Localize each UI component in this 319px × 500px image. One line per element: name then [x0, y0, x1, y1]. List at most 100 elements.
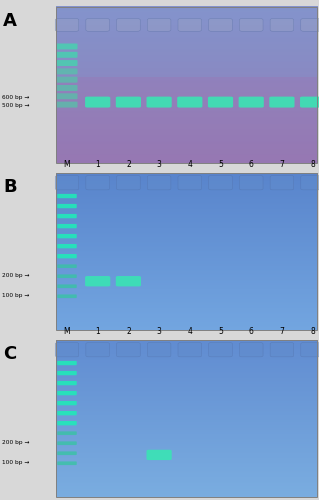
FancyBboxPatch shape	[57, 254, 77, 258]
FancyBboxPatch shape	[56, 94, 78, 100]
FancyBboxPatch shape	[55, 176, 79, 190]
FancyBboxPatch shape	[57, 401, 77, 406]
Text: 200 bp →: 200 bp →	[2, 273, 29, 278]
FancyBboxPatch shape	[57, 442, 77, 445]
FancyBboxPatch shape	[270, 342, 294, 357]
FancyBboxPatch shape	[85, 96, 110, 108]
FancyBboxPatch shape	[147, 18, 171, 31]
FancyBboxPatch shape	[177, 96, 202, 108]
FancyBboxPatch shape	[57, 371, 77, 376]
Text: 7: 7	[279, 326, 284, 336]
FancyBboxPatch shape	[116, 276, 141, 286]
FancyBboxPatch shape	[239, 18, 263, 31]
FancyBboxPatch shape	[57, 264, 77, 268]
Text: 3: 3	[157, 0, 161, 2]
FancyBboxPatch shape	[57, 234, 77, 238]
FancyBboxPatch shape	[116, 96, 141, 108]
Text: 1: 1	[95, 0, 100, 2]
FancyBboxPatch shape	[147, 176, 171, 190]
FancyBboxPatch shape	[209, 342, 232, 357]
FancyBboxPatch shape	[57, 204, 77, 208]
FancyBboxPatch shape	[57, 274, 77, 278]
FancyBboxPatch shape	[56, 102, 78, 107]
Text: 3: 3	[157, 160, 161, 168]
Text: 1: 1	[95, 326, 100, 336]
Text: M: M	[64, 0, 70, 2]
FancyBboxPatch shape	[57, 294, 77, 298]
Text: 8: 8	[310, 160, 315, 168]
Text: B: B	[3, 178, 17, 196]
FancyBboxPatch shape	[56, 85, 78, 91]
Text: 200 bp →: 200 bp →	[2, 440, 29, 445]
Text: 8: 8	[310, 326, 315, 336]
Text: 3: 3	[157, 326, 161, 336]
FancyBboxPatch shape	[56, 52, 78, 58]
Text: 2: 2	[126, 326, 131, 336]
Text: 8: 8	[310, 0, 315, 2]
Text: 5: 5	[218, 0, 223, 2]
Text: 4: 4	[187, 0, 192, 2]
FancyBboxPatch shape	[178, 176, 202, 190]
FancyBboxPatch shape	[56, 44, 78, 50]
Text: 5: 5	[218, 326, 223, 336]
Text: 2: 2	[126, 160, 131, 168]
FancyBboxPatch shape	[55, 342, 79, 357]
Text: 600 bp →: 600 bp →	[2, 96, 29, 100]
Bar	[56, 77, 317, 162]
FancyBboxPatch shape	[57, 381, 77, 386]
FancyBboxPatch shape	[209, 18, 232, 31]
FancyBboxPatch shape	[57, 361, 77, 365]
Text: C: C	[3, 344, 17, 362]
FancyBboxPatch shape	[178, 18, 202, 31]
FancyBboxPatch shape	[301, 342, 319, 357]
FancyBboxPatch shape	[57, 391, 77, 396]
FancyBboxPatch shape	[270, 18, 294, 31]
FancyBboxPatch shape	[57, 224, 77, 228]
FancyBboxPatch shape	[116, 342, 140, 357]
FancyBboxPatch shape	[86, 342, 109, 357]
FancyBboxPatch shape	[56, 76, 78, 82]
FancyBboxPatch shape	[57, 462, 77, 465]
FancyBboxPatch shape	[239, 96, 264, 108]
FancyBboxPatch shape	[147, 342, 171, 357]
Text: 4: 4	[187, 160, 192, 168]
FancyBboxPatch shape	[146, 96, 172, 108]
Text: 1: 1	[95, 160, 100, 168]
Text: A: A	[3, 12, 17, 30]
Text: 5: 5	[218, 160, 223, 168]
FancyBboxPatch shape	[300, 96, 319, 108]
Text: 7: 7	[279, 0, 284, 2]
FancyBboxPatch shape	[57, 411, 77, 416]
FancyBboxPatch shape	[270, 176, 294, 190]
Text: 500 bp →: 500 bp →	[2, 103, 29, 108]
FancyBboxPatch shape	[116, 18, 140, 31]
FancyBboxPatch shape	[57, 194, 77, 198]
Text: 100 bp →: 100 bp →	[2, 293, 29, 298]
Text: M: M	[64, 326, 70, 336]
FancyBboxPatch shape	[85, 276, 110, 286]
FancyBboxPatch shape	[56, 60, 78, 66]
FancyBboxPatch shape	[239, 342, 263, 357]
FancyBboxPatch shape	[269, 96, 294, 108]
Text: 2: 2	[126, 0, 131, 2]
FancyBboxPatch shape	[57, 214, 77, 218]
FancyBboxPatch shape	[116, 176, 140, 190]
FancyBboxPatch shape	[86, 18, 109, 31]
FancyBboxPatch shape	[178, 342, 202, 357]
FancyBboxPatch shape	[56, 68, 78, 74]
Bar	[56, 340, 317, 496]
FancyBboxPatch shape	[57, 421, 77, 426]
FancyBboxPatch shape	[57, 284, 77, 288]
FancyBboxPatch shape	[301, 176, 319, 190]
Text: 100 bp →: 100 bp →	[2, 460, 29, 465]
FancyBboxPatch shape	[57, 432, 77, 435]
FancyBboxPatch shape	[55, 18, 79, 31]
Bar	[56, 172, 317, 330]
Text: M: M	[64, 160, 70, 168]
Bar	[56, 6, 317, 162]
Text: 6: 6	[249, 160, 254, 168]
FancyBboxPatch shape	[146, 450, 172, 460]
Bar	[56, 6, 317, 77]
FancyBboxPatch shape	[209, 176, 232, 190]
FancyBboxPatch shape	[57, 452, 77, 455]
